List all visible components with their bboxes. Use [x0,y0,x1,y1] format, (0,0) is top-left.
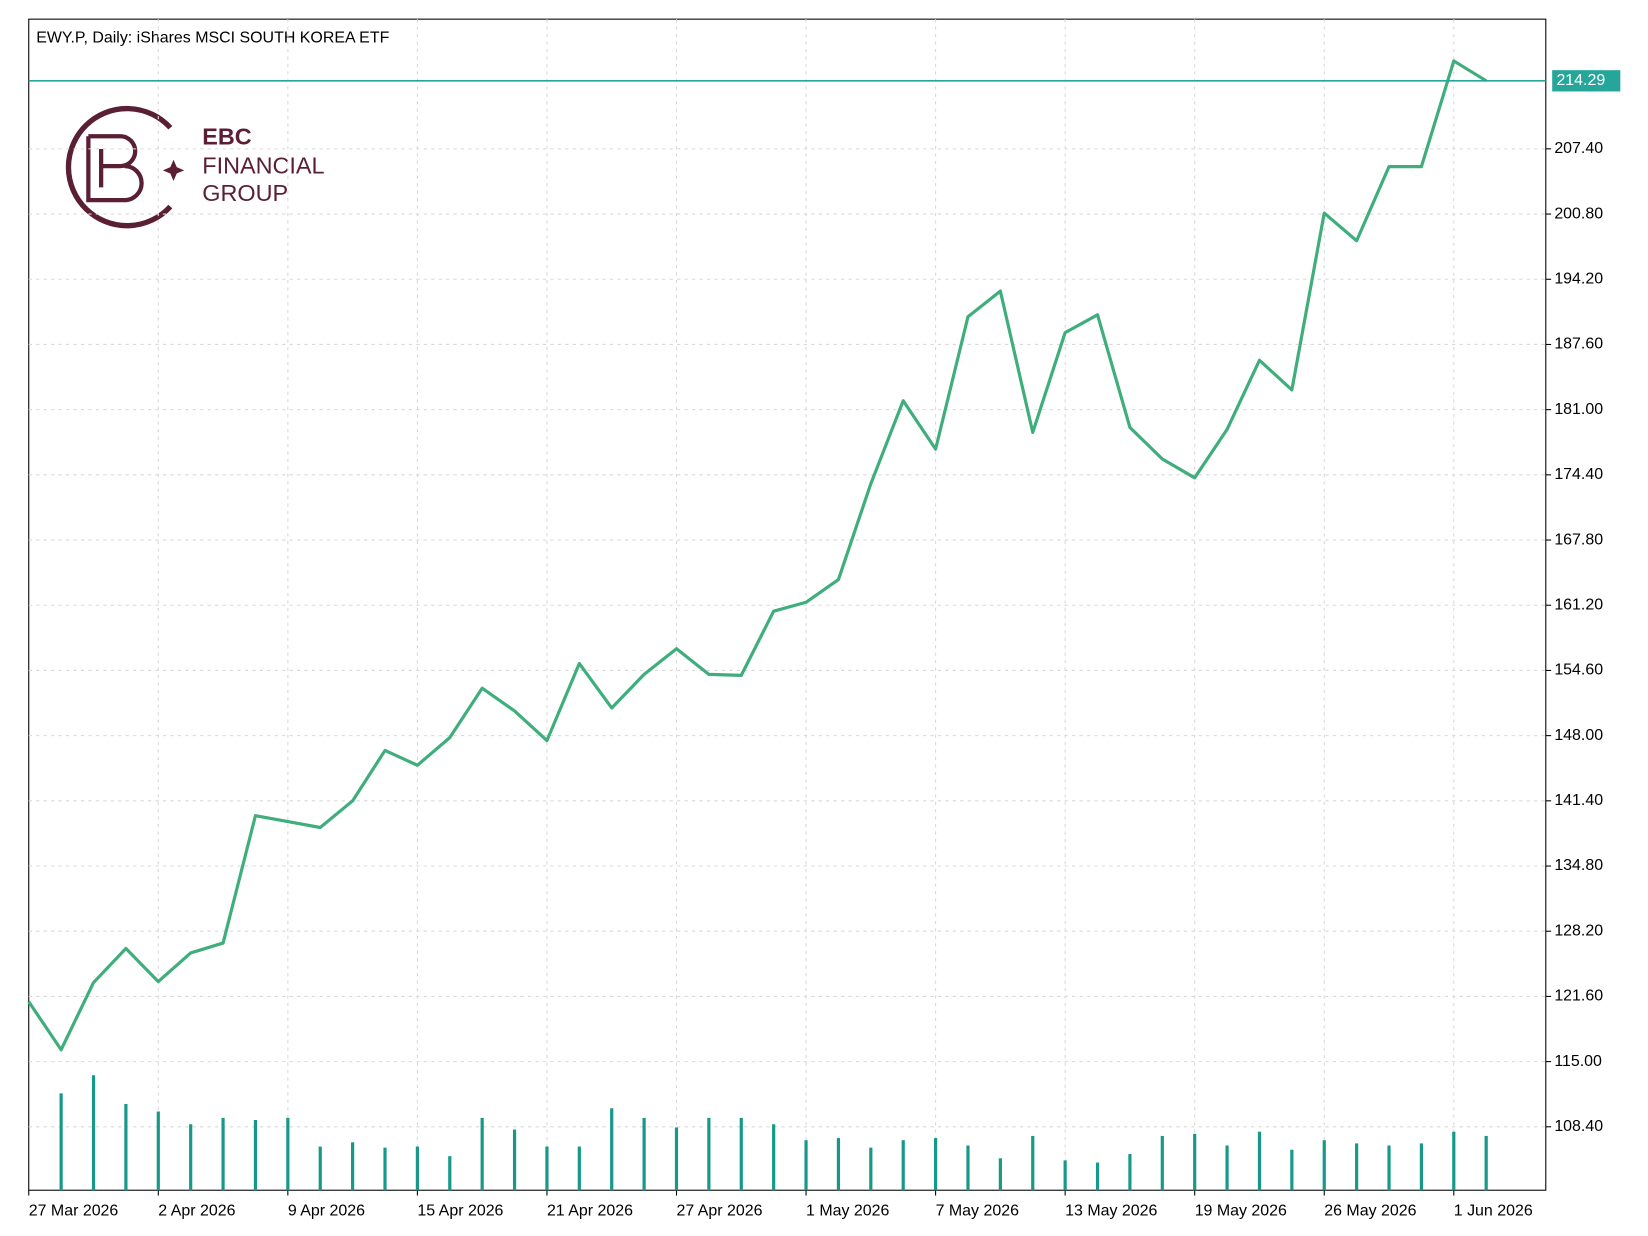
price-line [27,59,1488,1052]
x-tick-label: 13 May 2026 [1065,1203,1157,1220]
x-tick-label: 1 May 2026 [806,1203,889,1220]
y-tick-label: 115.00 [1554,1053,1602,1070]
y-tick-label: 128.20 [1554,922,1603,939]
logo-ring [65,105,173,229]
y-tick-label: 154.60 [1554,662,1603,679]
x-tick-label: 26 May 2026 [1324,1203,1416,1220]
y-tick-label: 161.20 [1554,596,1603,613]
logo-mark [86,134,144,203]
y-tick-label: 207.40 [1554,140,1603,157]
x-tick-label: 9 Apr 2026 [288,1203,365,1220]
logo-text: GROUP [202,180,288,206]
y-tick-label: 194.20 [1554,270,1603,287]
logo: EBC FINANCIAL GROUP [65,105,325,229]
x-tick-label: 27 Apr 2026 [676,1203,762,1220]
y-tick-label: 141.40 [1554,792,1603,809]
y-tick-label: 121.60 [1554,988,1603,1005]
x-tick-label: 27 Mar 2026 [29,1203,119,1220]
chart-title: EWY.P, Daily: iShares MSCI SOUTH KOREA E… [36,30,389,47]
x-tick-label: 19 May 2026 [1195,1203,1287,1220]
last-price-label: 214.29 [1556,72,1605,89]
x-tick-label: 2 Apr 2026 [158,1203,235,1220]
x-tick-label: 15 Apr 2026 [417,1203,503,1220]
y-tick-label: 134.80 [1554,857,1603,874]
y-tick-label: 167.80 [1554,531,1603,548]
y-tick-label: 108.40 [1554,1118,1603,1135]
y-tick-label: 187.60 [1554,336,1603,353]
y-tick-label: 148.00 [1554,727,1603,744]
x-tick-label: 21 Apr 2026 [547,1203,633,1220]
last-price-box [1552,70,1621,92]
logo-star [162,159,185,181]
y-tick-label: 200.80 [1554,205,1603,222]
y-tick-label: 181.00 [1554,401,1603,418]
logo-text: FINANCIAL [202,152,324,178]
logo-text: EBC [202,124,252,150]
x-tick-label: 7 May 2026 [936,1203,1019,1220]
y-tick-label: 174.40 [1554,466,1603,483]
plot-frame [28,18,1547,1191]
x-tick-label: 1 Jun 2026 [1454,1203,1533,1220]
